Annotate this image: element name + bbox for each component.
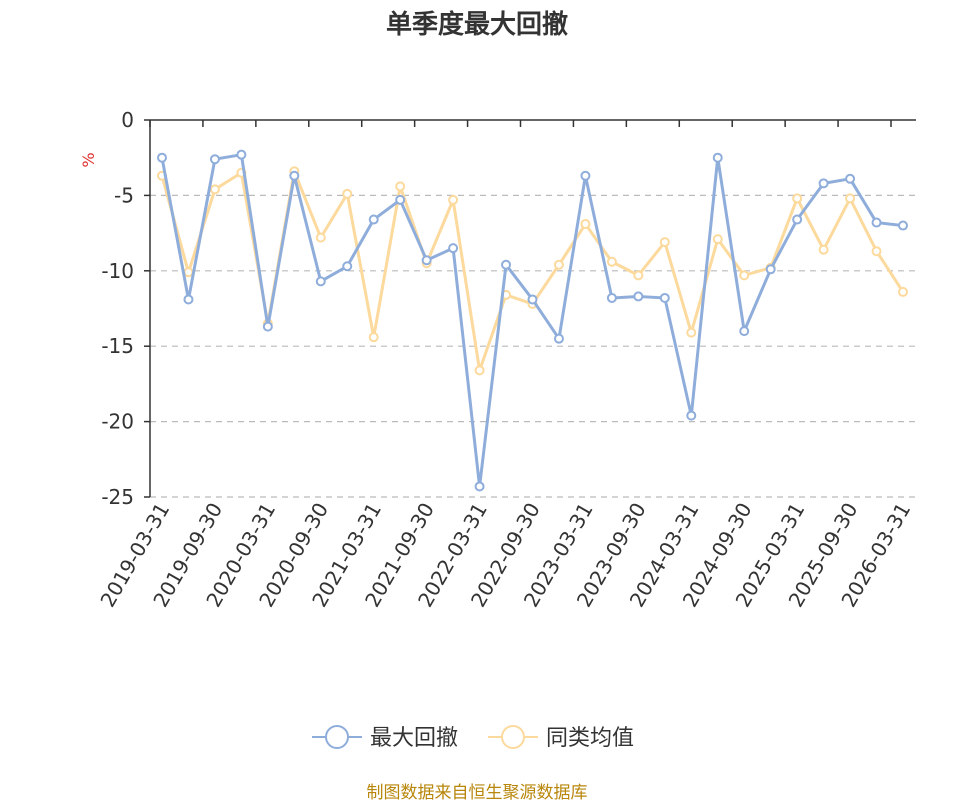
- data-point: [209, 154, 220, 165]
- y-tick-label: -25: [101, 485, 134, 509]
- data-point: [871, 217, 882, 228]
- data-point: [342, 188, 353, 199]
- series-peer-average: [157, 166, 908, 376]
- data-point: [898, 286, 908, 297]
- series-max-drawdown: [157, 149, 908, 492]
- data-point: [474, 481, 485, 492]
- data-point: [209, 184, 220, 195]
- series-line: [160, 153, 904, 488]
- chart-title: 单季度最大回撤: [385, 10, 568, 40]
- legend-item-max-drawdown[interactable]: 最大回撤: [312, 725, 458, 751]
- series-lines: [157, 149, 908, 492]
- data-point: [421, 255, 432, 266]
- axes: 0-5-10-15-20-25%2019-03-312019-09-302020…: [79, 108, 916, 611]
- data-point: [792, 193, 803, 204]
- data-point: [606, 256, 617, 267]
- data-point: [580, 170, 591, 181]
- data-point: [183, 294, 194, 305]
- data-point: [686, 410, 697, 421]
- y-tick-label: -20: [101, 410, 134, 434]
- data-point: [765, 264, 776, 275]
- data-point: [792, 214, 803, 225]
- data-point: [289, 170, 300, 181]
- data-point: [395, 194, 406, 205]
- data-point: [315, 276, 326, 287]
- data-point: [633, 270, 644, 281]
- data-point: [553, 333, 564, 344]
- data-point: [368, 214, 379, 225]
- data-point: [236, 149, 247, 160]
- data-point: [712, 152, 723, 163]
- data-point: [739, 270, 750, 281]
- data-point: [898, 220, 908, 231]
- data-point: [368, 332, 379, 343]
- legend-label: 同类均值: [546, 726, 634, 751]
- data-point: [448, 194, 459, 205]
- data-point: [448, 243, 459, 254]
- data-point: [501, 259, 512, 270]
- data-point: [262, 321, 273, 332]
- data-point: [157, 152, 167, 163]
- data-point: [606, 292, 617, 303]
- data-point: [315, 232, 326, 243]
- data-point: [686, 327, 697, 338]
- data-point: [739, 326, 750, 337]
- data-point: [395, 181, 406, 192]
- y-tick-label: 0: [121, 108, 134, 132]
- legend[interactable]: 最大回撤 同类均值: [312, 725, 634, 751]
- grid-lines: [150, 194, 916, 498]
- data-point: [818, 178, 829, 189]
- data-point: [712, 234, 723, 245]
- legend-marker: [501, 725, 525, 749]
- data-point: [871, 246, 882, 257]
- data-point: [527, 294, 538, 305]
- y-axis-label: %: [79, 152, 98, 167]
- data-point: [474, 365, 485, 376]
- data-point: [183, 267, 194, 278]
- y-tick-label: -5: [114, 183, 134, 207]
- data-point: [818, 244, 829, 255]
- data-point: [845, 173, 856, 184]
- data-point: [845, 193, 856, 204]
- data-point: [580, 219, 591, 230]
- data-point: [553, 259, 564, 270]
- legend-label: 最大回撤: [370, 726, 458, 751]
- data-point: [659, 237, 670, 248]
- legend-marker: [325, 725, 349, 749]
- legend-item-peer-average[interactable]: 同类均值: [488, 725, 634, 751]
- data-source-note: 制图数据来自恒生聚源数据库: [366, 783, 588, 803]
- y-tick-label: -10: [101, 259, 134, 283]
- data-point: [342, 261, 353, 272]
- data-point: [633, 291, 644, 302]
- data-point: [659, 292, 670, 303]
- y-tick-label: -15: [101, 334, 134, 358]
